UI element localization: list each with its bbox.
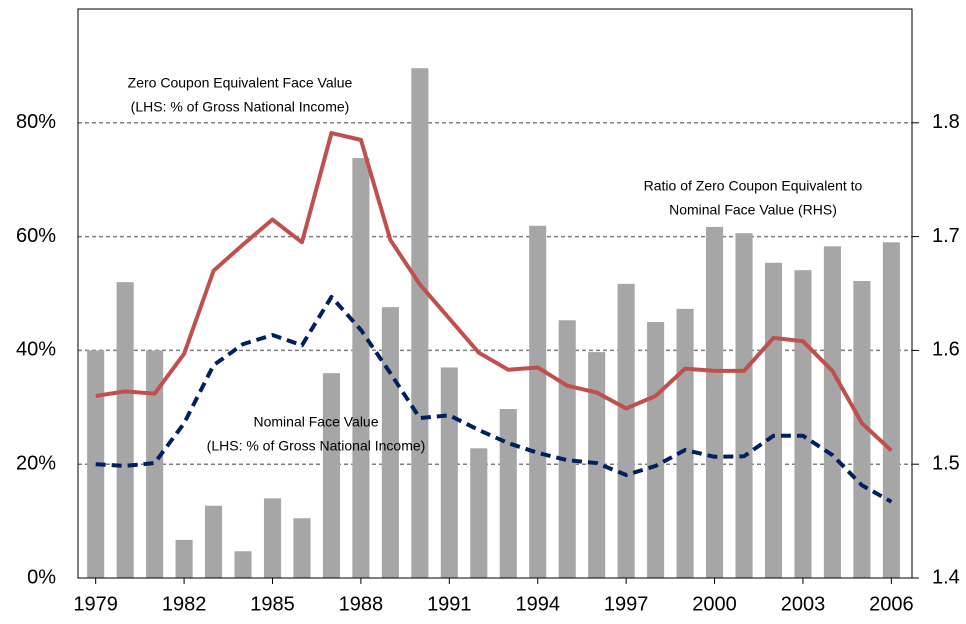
y2-tick-label: 1.7 [932, 225, 960, 247]
bar [440, 367, 458, 578]
bar [853, 280, 871, 578]
annotation: (LHS: % of Gross National Income) [131, 99, 350, 115]
y-tick-label: 40% [16, 339, 56, 361]
y-tick-label: 0% [27, 566, 56, 588]
bar [823, 246, 841, 578]
line [95, 131, 893, 453]
bar [735, 233, 753, 578]
bar [146, 350, 164, 578]
y-tick-label: 60% [16, 225, 56, 247]
bar [558, 320, 576, 578]
y2-tick-label: 1.6 [932, 339, 960, 361]
y2-tick-label: 1.8 [932, 111, 960, 133]
bar [794, 270, 812, 578]
bar [764, 262, 783, 578]
bar [411, 68, 429, 579]
bar [352, 158, 370, 578]
x-tick-label: 1979 [73, 593, 118, 615]
bar [882, 242, 900, 579]
x-tick-label: 2006 [869, 593, 914, 615]
bar [499, 409, 517, 578]
y2-tick-label: 1.5 [932, 452, 960, 474]
dashed-line [95, 294, 893, 504]
bar [470, 448, 488, 578]
annotation: (LHS: % of Gross National Income) [207, 438, 426, 454]
bar [322, 373, 340, 578]
x-tick-label: 1982 [162, 593, 207, 615]
plot-frame [77, 8, 913, 579]
bar [116, 282, 134, 578]
x-tick-label: 1991 [427, 593, 472, 615]
bar [205, 505, 223, 578]
bar [617, 283, 635, 578]
bar [529, 225, 547, 578]
bar [676, 308, 694, 578]
annotation: Ratio of Zero Coupon Equivalent to [644, 178, 863, 194]
bar [381, 307, 399, 578]
y2-tick-label: 1.4 [932, 566, 960, 588]
y-tick-label: 20% [16, 452, 56, 474]
x-tick-label: 1985 [250, 593, 295, 615]
x-tick-label: 1988 [339, 593, 384, 615]
x-tick-label: 2003 [781, 593, 826, 615]
y-tick-label: 80% [16, 111, 56, 133]
annotation: Zero Coupon Equivalent Face Value [128, 75, 353, 91]
annotation: Nominal Face Value (RHS) [669, 202, 837, 218]
bar [263, 498, 282, 578]
x-tick-label: 2000 [692, 593, 737, 615]
bar [234, 551, 252, 578]
bar [293, 518, 311, 578]
bar [706, 226, 724, 578]
x-tick-label: 1994 [515, 593, 560, 615]
bar [647, 321, 665, 578]
bar [175, 539, 193, 578]
x-tick-label: 1997 [604, 593, 649, 615]
annotation: Nominal Face Value [253, 414, 378, 430]
